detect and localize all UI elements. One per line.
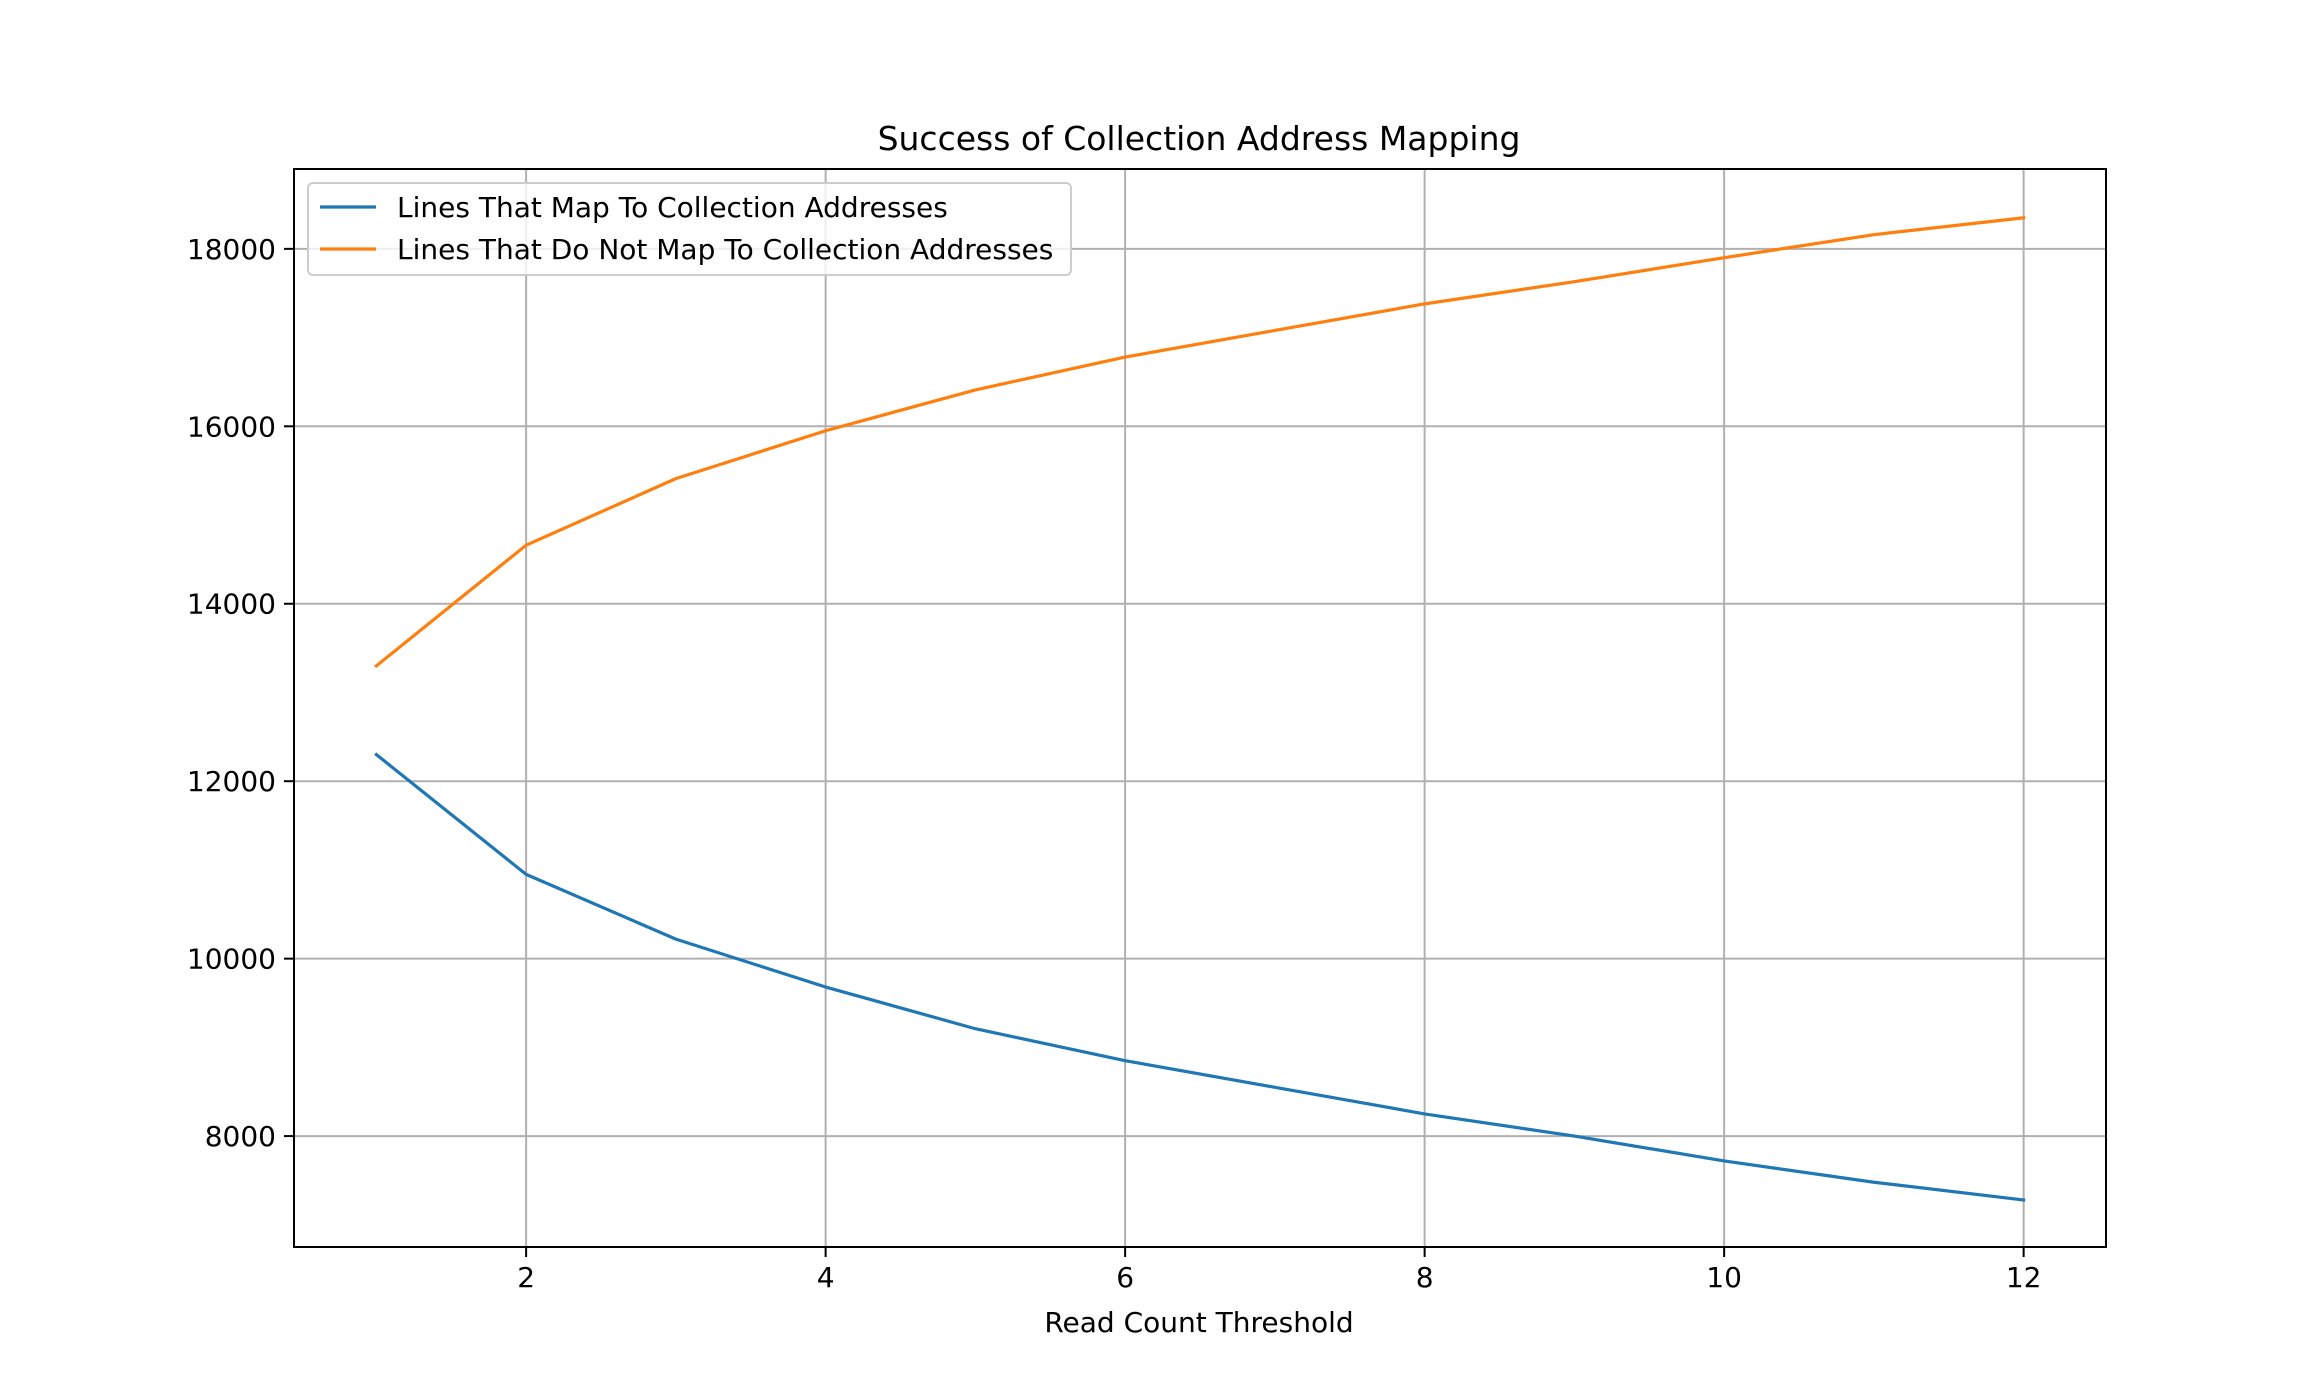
grid-lines [294, 169, 2106, 1247]
plot-frame [293, 168, 2107, 1248]
y-tick-label: 14000 [187, 588, 276, 621]
series-line-2 [374, 216, 2026, 669]
legend-box [307, 182, 1072, 276]
y-tick-label: 12000 [187, 765, 276, 798]
x-tick-label: 6 [1116, 1261, 1134, 1294]
x-tick-label: 4 [817, 1261, 835, 1294]
legend: Lines That Map To Collection Addresses Li… [307, 182, 1072, 276]
series-line-1 [374, 752, 2026, 1202]
x-axis-label: Read Count Threshold [1044, 1306, 1353, 1339]
legend-label-2: Lines That Do Not Map To Collection Addr… [397, 233, 1053, 266]
x-tick-label: 8 [1416, 1261, 1434, 1294]
legend-label-1: Lines That Map To Collection Addresses [397, 191, 948, 224]
y-tick-label: 10000 [187, 943, 276, 976]
y-tick-label: 16000 [187, 410, 276, 443]
x-tick-label: 12 [2006, 1261, 2042, 1294]
x-tick-label: 2 [517, 1261, 535, 1294]
x-tick-label: 10 [1706, 1261, 1742, 1294]
y-tick-label: 8000 [205, 1120, 276, 1153]
chart-title: Success of Collection Address Mapping [878, 119, 1521, 158]
axis-ticks: 2 4 6 8 10 12 8000 10000 12000 14000 16000 18000 [187, 233, 2042, 1294]
series-layer [374, 216, 2026, 1202]
y-tick-label: 18000 [187, 233, 276, 266]
